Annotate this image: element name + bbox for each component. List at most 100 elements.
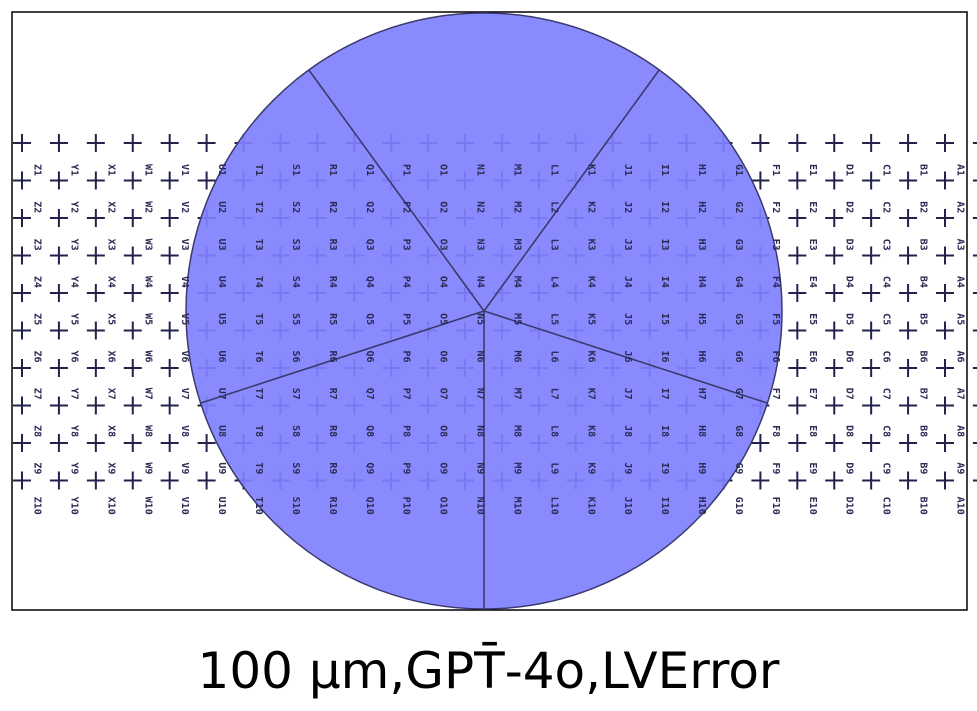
die-label: D7 — [844, 388, 855, 400]
cross-marker — [123, 284, 142, 302]
cross-marker — [825, 471, 844, 490]
die-label: U9 — [216, 462, 227, 474]
cross-marker — [13, 246, 31, 265]
cross-marker — [86, 434, 105, 452]
die-label: H3 — [696, 239, 707, 251]
die-label: S10 — [290, 497, 301, 515]
die-label: T8 — [253, 425, 264, 437]
die-label: W2 — [142, 201, 153, 213]
cross-marker — [49, 209, 68, 227]
die-label: Y7 — [68, 388, 79, 400]
die-label: Q6 — [364, 350, 375, 362]
die-label: U10 — [216, 497, 227, 515]
cross-marker — [862, 321, 881, 340]
die-label: N9 — [475, 462, 486, 474]
cross-marker — [123, 396, 142, 415]
cross-marker — [49, 471, 68, 490]
die-label: H5 — [696, 313, 707, 325]
cross-marker — [936, 134, 954, 152]
die-label: K4 — [585, 276, 596, 288]
cross-marker — [899, 434, 918, 452]
die-label: N6 — [475, 350, 486, 362]
cross-marker — [13, 396, 31, 415]
die-label: P10 — [401, 497, 412, 515]
cross-marker — [160, 209, 179, 227]
die-label: D2 — [844, 201, 855, 213]
die-label: U2 — [216, 201, 227, 213]
cross-marker — [899, 471, 918, 490]
die-label: G4 — [733, 276, 744, 288]
die-label: D3 — [844, 239, 855, 251]
cross-marker — [86, 321, 105, 340]
cross-marker — [825, 359, 844, 377]
cross-marker — [936, 321, 954, 340]
die-label: T7 — [253, 388, 264, 400]
die-label: R8 — [327, 425, 338, 437]
cross-marker — [825, 396, 844, 415]
die-label: L5 — [548, 313, 559, 325]
die-label: E1 — [807, 164, 818, 176]
die-label: Q8 — [364, 425, 375, 437]
die-label: B5 — [918, 313, 929, 325]
die-label: G1 — [733, 164, 744, 176]
die-label: R7 — [327, 388, 338, 400]
die-label: I2 — [659, 201, 670, 213]
die-label: J9 — [622, 462, 633, 474]
die-label: N3 — [475, 239, 486, 251]
die-label: H4 — [696, 276, 707, 288]
die-label: K9 — [585, 462, 596, 474]
die-label: W4 — [142, 276, 153, 288]
cross-marker — [825, 171, 844, 190]
die-label: C8 — [881, 425, 892, 437]
cross-marker — [788, 209, 807, 227]
cross-marker — [788, 471, 807, 490]
die-label: C7 — [881, 388, 892, 400]
die-label: M9 — [512, 462, 523, 474]
cross-marker — [862, 284, 881, 302]
die-label: U6 — [216, 350, 227, 362]
die-label: X4 — [105, 276, 116, 288]
die-label: T1 — [253, 164, 264, 176]
die-label: F7 — [770, 388, 781, 400]
die-label: V3 — [179, 239, 190, 251]
cross-marker — [862, 209, 881, 227]
die-label: P3 — [401, 239, 412, 251]
die-label: S3 — [290, 239, 301, 251]
die-label: S9 — [290, 462, 301, 474]
die-label: K7 — [585, 388, 596, 400]
cross-marker — [49, 434, 68, 452]
cross-marker — [86, 246, 105, 265]
cross-marker — [936, 209, 954, 227]
die-label: A3 — [955, 239, 966, 251]
die-label: J1 — [622, 164, 633, 176]
die-label: O10 — [438, 497, 449, 515]
cross-marker — [86, 171, 105, 190]
die-label: A7 — [955, 388, 966, 400]
die-label: N7 — [475, 388, 486, 400]
die-label: D6 — [844, 350, 855, 362]
die-label: J8 — [622, 425, 633, 437]
die-label: W3 — [142, 239, 153, 251]
cross-marker — [49, 284, 68, 302]
die-label: E4 — [807, 276, 818, 288]
cross-marker — [13, 321, 31, 340]
die-label: R6 — [327, 350, 338, 362]
die-label: L1 — [548, 164, 559, 176]
cross-marker — [160, 471, 179, 490]
die-label: X5 — [105, 313, 116, 325]
cross-marker — [862, 359, 881, 377]
cross-marker — [788, 171, 807, 190]
die-label: Y8 — [68, 425, 79, 437]
die-label: I3 — [659, 239, 670, 251]
cross-marker — [936, 284, 954, 302]
cross-marker — [160, 171, 179, 190]
cross-marker — [899, 396, 918, 415]
die-label: B10 — [918, 497, 929, 515]
die-label: T2 — [253, 201, 264, 213]
die-label: L6 — [548, 350, 559, 362]
cross-marker — [788, 396, 807, 415]
cross-marker — [936, 396, 954, 415]
die-label: I6 — [659, 350, 670, 362]
die-label: O3 — [438, 239, 449, 251]
cross-marker — [972, 442, 977, 444]
